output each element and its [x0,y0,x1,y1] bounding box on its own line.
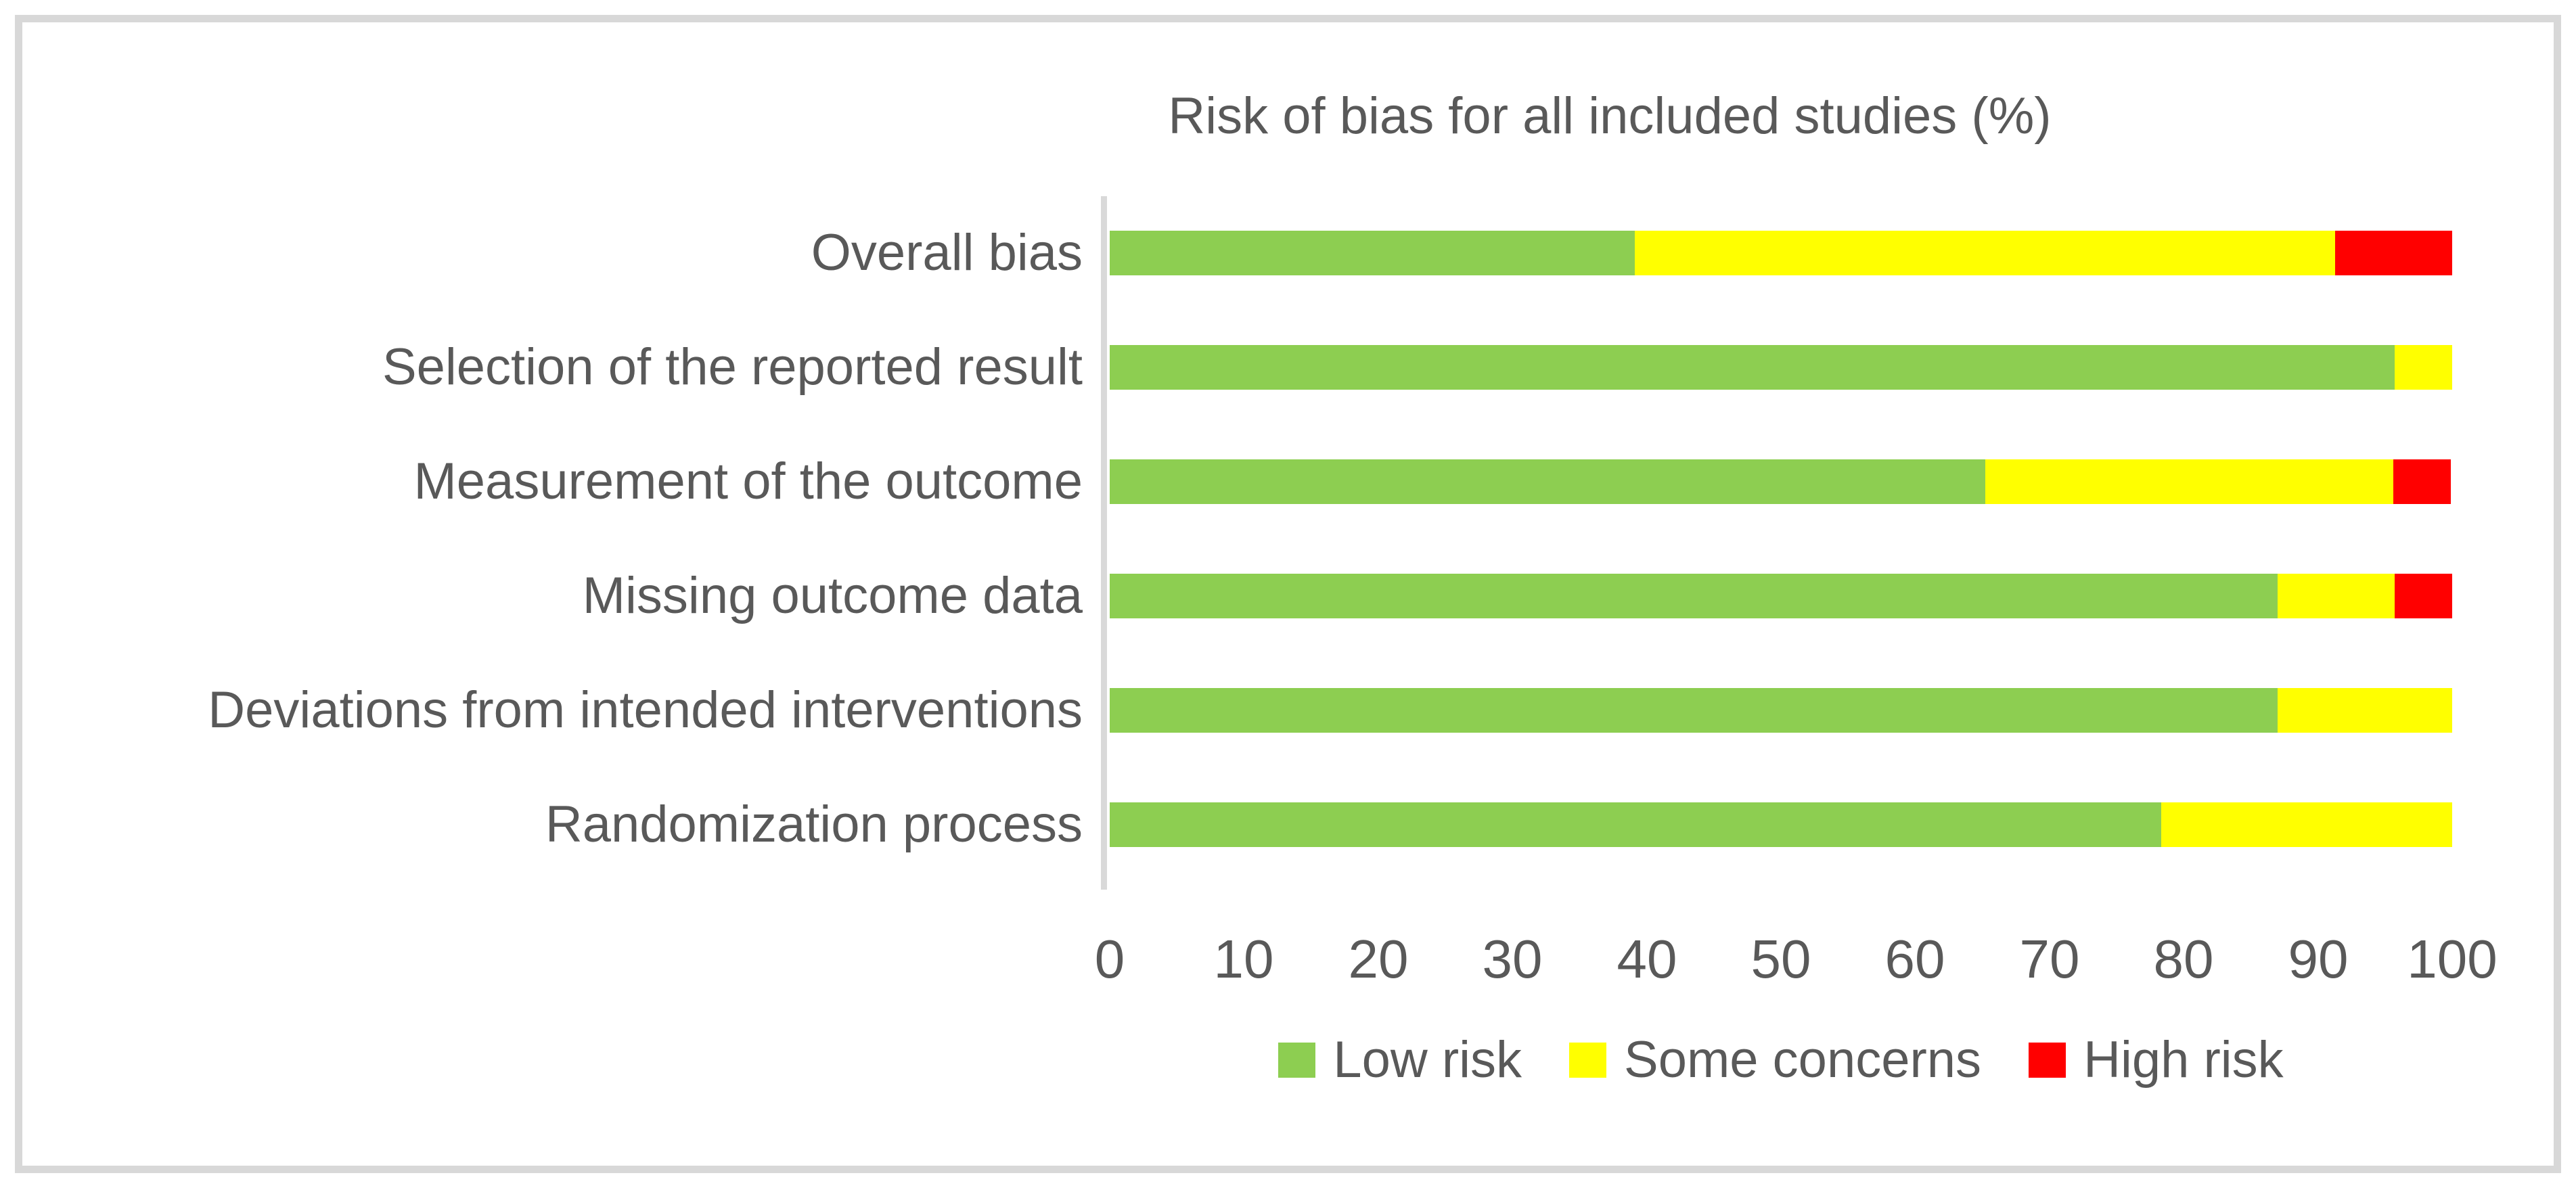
legend-label-high-risk: High risk [2083,1031,2284,1089]
plot-area [1101,196,2452,890]
bar-row-randomization-process [1110,802,2452,847]
bar-segment-low-risk [1110,802,2161,847]
x-tick-20: 20 [1348,929,1409,989]
bar-segment-low-risk [1110,345,2395,390]
bar-segment-some-concerns [2278,574,2395,618]
category-axis-line [1101,196,1107,890]
bar-row-overall-bias [1110,231,2452,275]
bar-row-selection-of-the-reported-result [1110,345,2452,390]
bar-segment-some-concerns [1985,459,2393,504]
bar-segment-high-risk [2394,574,2452,618]
x-tick-30: 30 [1482,929,1543,989]
bar-segment-high-risk [2335,231,2452,275]
bar-segment-low-risk [1110,574,2278,618]
bar-segment-some-concerns [2278,688,2452,733]
legend-item-low-risk: Low risk [1278,1034,1522,1086]
category-label-deviations-from-intended-interventions: Deviations from intended interventions [208,681,1083,739]
x-tick-10: 10 [1213,929,1274,989]
x-tick-60: 60 [1884,929,1945,989]
x-tick-0: 0 [1094,929,1125,989]
bar-row-missing-outcome-data [1110,574,2452,618]
bar-segment-some-concerns [2394,345,2452,390]
legend-marker-high-risk-icon [2029,1043,2066,1078]
legend-marker-low-risk-icon [1278,1043,1316,1078]
x-tick-70: 70 [2019,929,2080,989]
legend-marker-some-concerns-icon [1569,1043,1607,1078]
legend-item-high-risk: High risk [2029,1034,2284,1086]
bar-segment-high-risk [2393,459,2451,504]
x-tick-40: 40 [1617,929,1677,989]
x-tick-80: 80 [2153,929,2214,989]
legend-label-some-concerns: Some concerns [1624,1031,1982,1089]
legend-item-some-concerns: Some concerns [1569,1034,1981,1086]
category-label-overall-bias: Overall bias [811,224,1083,281]
category-label-selection-of-the-reported-result: Selection of the reported result [382,338,1083,396]
bar-row-deviations-from-intended-interventions [1110,688,2452,733]
chart-title: Risk of bias for all included studies (%… [1168,87,2052,145]
x-tick-90: 90 [2288,929,2349,989]
x-tick-50: 50 [1750,929,1811,989]
bar-segment-low-risk [1110,688,2278,733]
x-tick-100: 100 [2407,929,2498,989]
bar-segment-some-concerns [2161,802,2452,847]
legend-label-low-risk: Low risk [1333,1031,1522,1089]
bar-segment-low-risk [1110,231,1635,275]
bar-segment-some-concerns [1634,231,2336,275]
value-axis-tick-labels: 0 10 20 30 40 50 60 70 80 90 100 [1095,929,2498,993]
bar-row-measurement-of-the-outcome [1110,459,2451,504]
bar-segment-low-risk [1110,459,1985,504]
category-label-measurement-of-the-outcome: Measurement of the outcome [413,453,1083,510]
category-label-randomization-process: Randomization process [545,796,1083,853]
chart-legend: Low risk Some concerns High risk [1110,1023,2452,1097]
category-label-missing-outcome-data: Missing outcome data [582,567,1083,624]
